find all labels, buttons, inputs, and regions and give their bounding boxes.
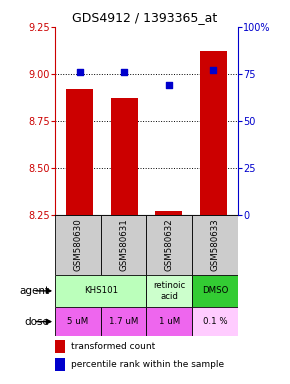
Bar (146, 307, 192, 336)
Bar (55, 215, 101, 275)
Bar (55, 340, 65, 353)
Point (211, 67, 215, 73)
Text: GSM580632: GSM580632 (165, 218, 174, 271)
Text: agent: agent (19, 286, 49, 296)
Point (122, 69, 126, 75)
Bar (55, 275, 146, 307)
Text: dose: dose (24, 316, 49, 327)
Text: GSM580633: GSM580633 (211, 218, 220, 271)
Bar (192, 215, 238, 275)
Bar (146, 275, 192, 307)
Bar (155, 211, 182, 215)
Bar (101, 307, 146, 336)
Bar (101, 215, 146, 275)
Text: GSM580630: GSM580630 (73, 218, 82, 271)
Bar (55, 358, 65, 371)
Bar (192, 307, 238, 336)
Text: 0.1 %: 0.1 % (203, 317, 227, 326)
Bar (192, 275, 238, 307)
Text: DMSO: DMSO (202, 286, 228, 295)
Point (166, 82, 171, 88)
Bar (66, 89, 93, 215)
Bar (146, 215, 192, 275)
Text: transformed count: transformed count (71, 343, 155, 351)
Bar (55, 307, 101, 336)
Text: retinoic
acid: retinoic acid (153, 281, 185, 301)
Bar (200, 51, 227, 215)
Text: KHS101: KHS101 (84, 286, 118, 295)
Bar (111, 98, 137, 215)
Text: percentile rank within the sample: percentile rank within the sample (71, 360, 224, 369)
Point (77, 69, 82, 75)
Text: 1 uM: 1 uM (159, 317, 180, 326)
Text: GDS4912 / 1393365_at: GDS4912 / 1393365_at (72, 12, 218, 25)
Text: 1.7 uM: 1.7 uM (109, 317, 138, 326)
Text: GSM580631: GSM580631 (119, 218, 128, 271)
Text: 5 uM: 5 uM (67, 317, 88, 326)
